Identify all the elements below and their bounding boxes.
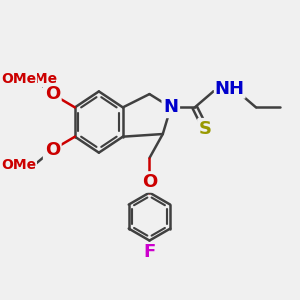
Text: O: O (142, 173, 157, 191)
Text: O: O (45, 141, 60, 159)
Text: N: N (163, 98, 178, 116)
Text: O: O (45, 85, 60, 103)
Text: OMe: OMe (23, 72, 58, 86)
Text: OMe: OMe (1, 158, 36, 172)
Text: S: S (199, 120, 212, 138)
Text: F: F (143, 243, 156, 261)
Text: NH: NH (215, 80, 245, 98)
Text: O: O (45, 85, 60, 103)
Text: OMe: OMe (1, 72, 36, 86)
